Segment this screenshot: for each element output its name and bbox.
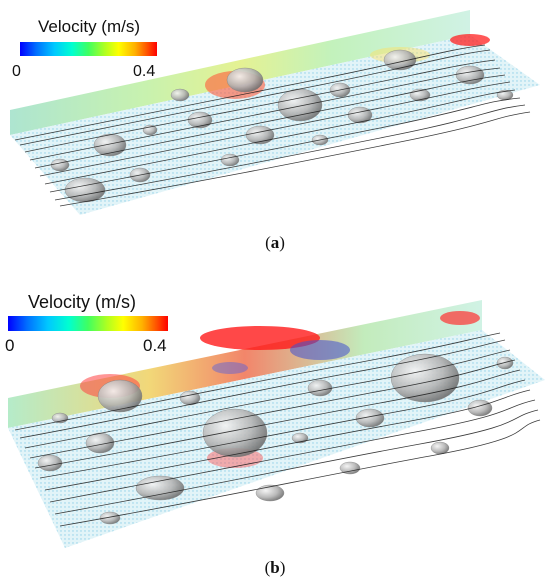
panel-b: Velocity (m/s) 0 0.4	[0, 278, 550, 560]
caption-label: b	[270, 558, 280, 577]
streamlines	[14, 44, 531, 207]
legend-title: Velocity (m/s)	[38, 17, 140, 36]
legend-title: Velocity (m/s)	[28, 292, 136, 312]
legend-max-label: 0.4	[143, 336, 167, 355]
high-velocity-patch	[200, 326, 320, 350]
flow-field-render-a: Velocity (m/s) 0 0.4	[10, 10, 540, 215]
velocity-legend: Velocity (m/s) 0 0.4	[12, 17, 157, 80]
color-bar	[20, 42, 157, 56]
velocity-legend: Velocity (m/s) 0 0.4	[5, 292, 168, 355]
vortex-structures	[37, 353, 514, 525]
panel-a: Velocity (m/s) 0 0.4	[0, 0, 550, 228]
caption-b: (b)	[264, 558, 286, 577]
caption-label: a	[270, 233, 280, 252]
flow-field-render-b: Velocity (m/s) 0 0.4	[5, 292, 545, 548]
color-bar	[8, 316, 168, 331]
streamlines	[14, 332, 541, 527]
caption-a: (a)	[265, 233, 285, 252]
high-velocity-patch	[440, 311, 480, 325]
legend-min-label: 0	[12, 63, 21, 80]
low-velocity-patch	[290, 340, 350, 360]
high-velocity-patch	[450, 34, 490, 46]
legend-min-label: 0	[5, 336, 14, 355]
low-velocity-patch	[212, 362, 248, 374]
legend-max-label: 0.4	[133, 63, 155, 80]
